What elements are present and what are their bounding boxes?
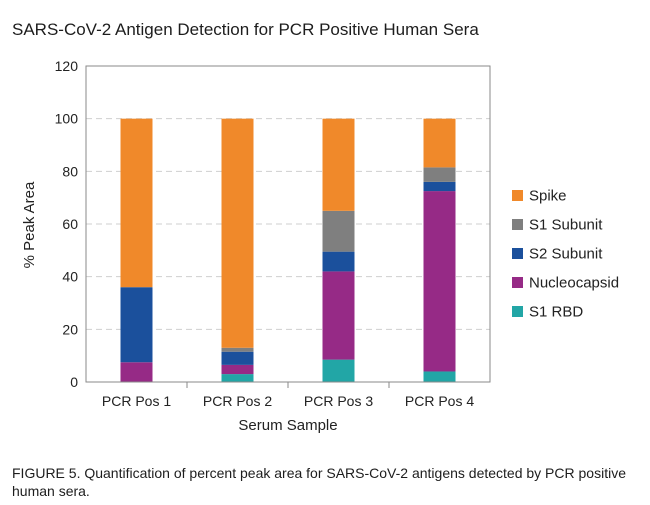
y-axis-label: % Peak Area xyxy=(21,181,38,268)
bars xyxy=(120,118,456,382)
bar-segment-spike xyxy=(221,118,254,348)
bar-segment-nucleocapsid xyxy=(221,364,254,375)
legend-label: Nucleocapsid xyxy=(529,275,619,292)
x-tick-label: PCR Pos 2 xyxy=(203,393,272,409)
bar-segment-s1-rbd xyxy=(423,371,456,382)
y-tick-label: 0 xyxy=(70,374,78,390)
bar-segment-spike xyxy=(322,118,355,211)
legend-label: S1 RBD xyxy=(529,304,583,321)
x-tick-label: PCR Pos 3 xyxy=(304,393,373,409)
y-tick-label: 40 xyxy=(62,269,78,285)
legend-swatch xyxy=(512,306,523,317)
bar-segment-s2-subunit xyxy=(120,287,153,363)
bar-segment-spike xyxy=(423,118,456,168)
bar-segment-s1-subunit xyxy=(322,210,355,252)
legend-swatch xyxy=(512,190,523,201)
y-tick-label: 100 xyxy=(55,111,79,127)
bar-segment-s2-subunit xyxy=(423,181,456,192)
axes: 0 20 40 60 80 100 120 PCR Pos 1 PCR Pos 2 PCR Pos… xyxy=(55,58,491,409)
legend-swatch xyxy=(512,219,523,230)
legend-swatch xyxy=(512,248,523,259)
x-axis-label: Serum Sample xyxy=(238,417,337,434)
legend-label: S1 Subunit xyxy=(529,217,603,234)
gridlines xyxy=(86,118,490,330)
bar-segment-nucleocapsid xyxy=(120,362,153,382)
bar-segment-s1-rbd xyxy=(221,374,254,382)
x-tick-label: PCR Pos 4 xyxy=(405,393,474,409)
bar-segment-nucleocapsid xyxy=(322,271,355,360)
figure-caption: FIGURE 5. Quantification of percent peak… xyxy=(12,465,626,499)
y-tick-label: 120 xyxy=(55,58,79,74)
y-tick-label: 20 xyxy=(62,321,78,337)
bar-segment-s1-subunit xyxy=(423,167,456,182)
stacked-bar-chart: 0 20 40 60 80 100 120 PCR Pos 1 PCR Pos 2 PCR Pos… xyxy=(21,58,619,434)
bar-segment-spike xyxy=(120,118,153,288)
chart-title: SARS-CoV-2 Antigen Detection for PCR Pos… xyxy=(12,20,479,39)
legend: Spike S1 Subunit S2 Subunit Nucleocapsid S1 … xyxy=(512,188,619,321)
bar-segment-s2-subunit xyxy=(221,351,254,365)
y-tick-label: 60 xyxy=(62,216,78,232)
bar-segment-s1-rbd xyxy=(322,359,355,382)
bar-segment-s1-subunit xyxy=(221,347,254,352)
x-tick-label: PCR Pos 1 xyxy=(102,393,171,409)
bar-segment-s2-subunit xyxy=(322,251,355,272)
y-tick-label: 80 xyxy=(62,163,78,179)
legend-swatch xyxy=(512,277,523,288)
legend-label: S2 Subunit xyxy=(529,246,603,263)
bar-segment-nucleocapsid xyxy=(423,191,456,372)
legend-label: Spike xyxy=(529,188,567,205)
